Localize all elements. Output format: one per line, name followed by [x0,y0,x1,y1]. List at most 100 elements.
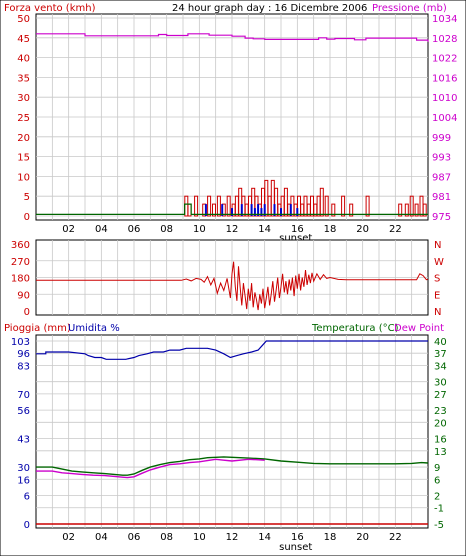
wind-bar [404,203,409,217]
x-tick-label: 02 [62,532,75,543]
gust-bar [296,208,299,216]
temperature-tick-label: 23 [434,406,447,417]
direction-tick-label: 180 [11,274,30,285]
x-tick-label: 10 [193,532,206,543]
temperature-axis-title: Temperatura (°C) [311,323,399,334]
temperature-tick-label: 40 [434,337,447,348]
pressure-axis-title: Pressione (mb) [372,3,447,14]
wind-tick-label: 15 [17,153,30,164]
gust-bar [263,204,266,216]
temperature-tick-label: -5 [434,520,444,531]
x-tick-label: 14 [258,224,271,235]
x-tick-label: 04 [95,224,108,235]
temperature-tick-label: 34 [434,361,447,372]
wind-bar [324,195,329,217]
pressure-tick-label: 987 [432,172,451,183]
x-tick-label: 22 [389,224,402,235]
pressure-tick-label: 975 [432,212,451,223]
x-tick-label: 08 [160,224,173,235]
calm-line [36,203,428,215]
gust-bar [221,204,224,216]
compass-tick-label: S [434,274,440,285]
x-tick-label: 12 [226,224,239,235]
wind-tick-label: 45 [17,34,30,45]
temperature-tick-label: 9 [434,463,440,474]
gust-bar [240,204,243,216]
wind-bar [319,187,324,217]
wind-bar [331,203,336,217]
x-tick-label: 06 [128,532,141,543]
gust-bar [253,208,256,216]
temperature-tick-label: -1 [434,504,444,515]
direction-tick-label: 270 [11,257,30,268]
wind-pressure-panel: 0510152025303540455097598198799399910041… [17,13,457,244]
x-tick-label: 12 [226,532,239,543]
humidity-tick-label: 96 [17,349,30,360]
wind-tick-label: 0 [24,212,30,223]
pressure-tick-label: 999 [432,133,451,144]
x-tick-label: 18 [324,532,337,543]
pressure-tick-label: 993 [432,153,451,164]
x-tick-label: 02 [62,224,75,235]
temperature-tick-label: 2 [434,492,440,503]
wind-bar [409,195,414,217]
wind-bar [194,195,199,217]
dewpoint-axis-title: Dew Point [394,323,444,334]
humidity-temperature-panel: 0616304356708396103-5-126913162023273034… [11,334,447,553]
wind-bar [216,195,221,217]
wind-bar [207,195,212,217]
x-tick-label: 18 [324,224,337,235]
temperature-line [36,456,429,476]
pressure-tick-label: 1034 [432,14,457,25]
temperature-tick-label: 13 [434,447,447,458]
wind-tick-label: 50 [17,14,30,25]
x-tick-label: 22 [389,532,402,543]
wind-bar [341,195,346,217]
wind-bar [414,203,419,217]
x-tick-label: 20 [356,224,369,235]
gust-bar [257,204,260,216]
gust-bar [273,204,276,216]
pressure-tick-label: 1004 [432,113,457,124]
wind-bar [349,203,354,217]
x-tick-label: 06 [128,224,141,235]
x-tick-label: 10 [193,224,206,235]
humidity-axis-title: Umidita % [68,323,120,334]
pressure-tick-label: 1016 [432,73,457,84]
humidity-line [36,340,428,360]
direction-tick-label: 360 [11,240,30,251]
gust-bar [231,208,233,216]
pressure-line [36,33,429,42]
wind-tick-label: 5 [24,192,30,203]
x-tick-label: 16 [291,224,304,235]
temperature-tick-label: 6 [434,475,440,486]
humidity-tick-label: 43 [17,435,30,446]
wind-bar [226,195,231,217]
wind-bar [212,203,216,217]
chart-title: 24 hour graph day : 16 Dicembre 2006 [172,3,367,14]
wind-tick-label: 40 [17,54,30,65]
wind-bar [398,203,403,217]
pressure-tick-label: 981 [432,192,451,203]
x-tick-label: 14 [258,532,271,543]
wind-axis-title: Forza vento (kmh) [4,3,96,14]
pressure-tick-label: 1022 [432,54,457,65]
pressure-tick-label: 1010 [432,93,457,104]
x-tick-label: 04 [95,532,108,543]
x-tick-label: 08 [160,532,173,543]
temperature-tick-label: 37 [434,349,447,360]
wind-direction-line [36,261,429,311]
humidity-tick-label: 70 [17,390,30,401]
humidity-tick-label: 83 [17,361,30,372]
gust-bar [289,204,292,216]
wind-tick-label: 30 [17,93,30,104]
temperature-tick-label: 30 [434,378,447,389]
humidity-tick-label: 6 [24,492,30,503]
sunset-label: sunset [279,233,312,244]
gust-bar [280,208,282,216]
humidity-tick-label: 16 [17,475,30,486]
x-tick-label: 16 [291,532,304,543]
humidity-tick-label: 103 [11,337,30,348]
temperature-tick-label: 20 [434,418,447,429]
